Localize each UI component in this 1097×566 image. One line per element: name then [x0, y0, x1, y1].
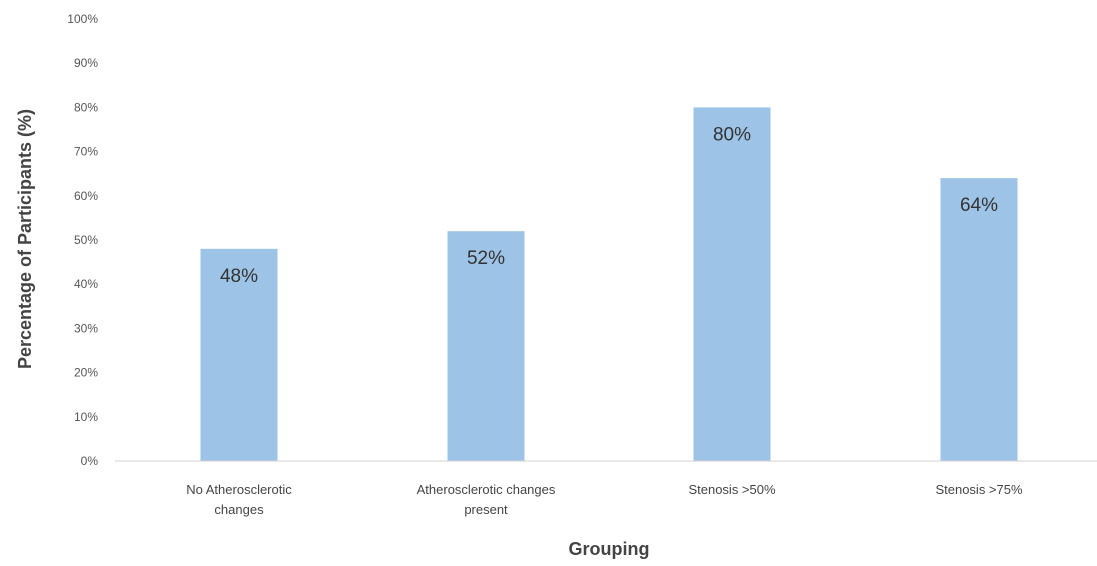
x-category-label: Atherosclerotic changes present: [417, 482, 556, 517]
y-tick-label: 30%: [74, 321, 98, 335]
bar: [693, 107, 771, 462]
bar-value-label: 64%: [960, 195, 998, 216]
bar: [200, 248, 278, 461]
y-tick-label: 90%: [74, 56, 98, 70]
bar: [447, 231, 525, 461]
y-axis-title: Percentage of Participants (%): [15, 109, 35, 369]
y-tick-label: 20%: [74, 366, 98, 380]
y-axis-ticks: 0% 10% 20% 30% 40% 50% 60% 70% 80% 90% 100%: [67, 12, 98, 468]
data-labels: 48% 52% 80% 64%: [220, 124, 998, 286]
x-axis-categories: No Atherosclerotic changes Atherosclerotic…: [186, 482, 1023, 517]
bar-value-label: 80%: [713, 124, 751, 145]
bar: [940, 178, 1018, 461]
bars-layer: [200, 107, 1018, 462]
y-tick-label: 10%: [74, 410, 98, 424]
y-tick-label: 80%: [74, 100, 98, 114]
y-tick-label: 50%: [74, 233, 98, 247]
x-axis-title: Grouping: [569, 539, 650, 559]
y-tick-label: 40%: [74, 277, 98, 291]
y-tick-label: 70%: [74, 145, 98, 159]
y-tick-label: 60%: [74, 189, 98, 203]
y-tick-label: 100%: [67, 12, 98, 26]
x-category-label: Stenosis >75%: [935, 482, 1023, 497]
x-category-label: No Atherosclerotic changes: [186, 482, 292, 517]
bar-value-label: 52%: [467, 248, 505, 269]
x-category-label: Stenosis >50%: [688, 482, 776, 497]
y-tick-label: 0%: [81, 454, 99, 468]
bar-value-label: 48%: [220, 266, 258, 287]
